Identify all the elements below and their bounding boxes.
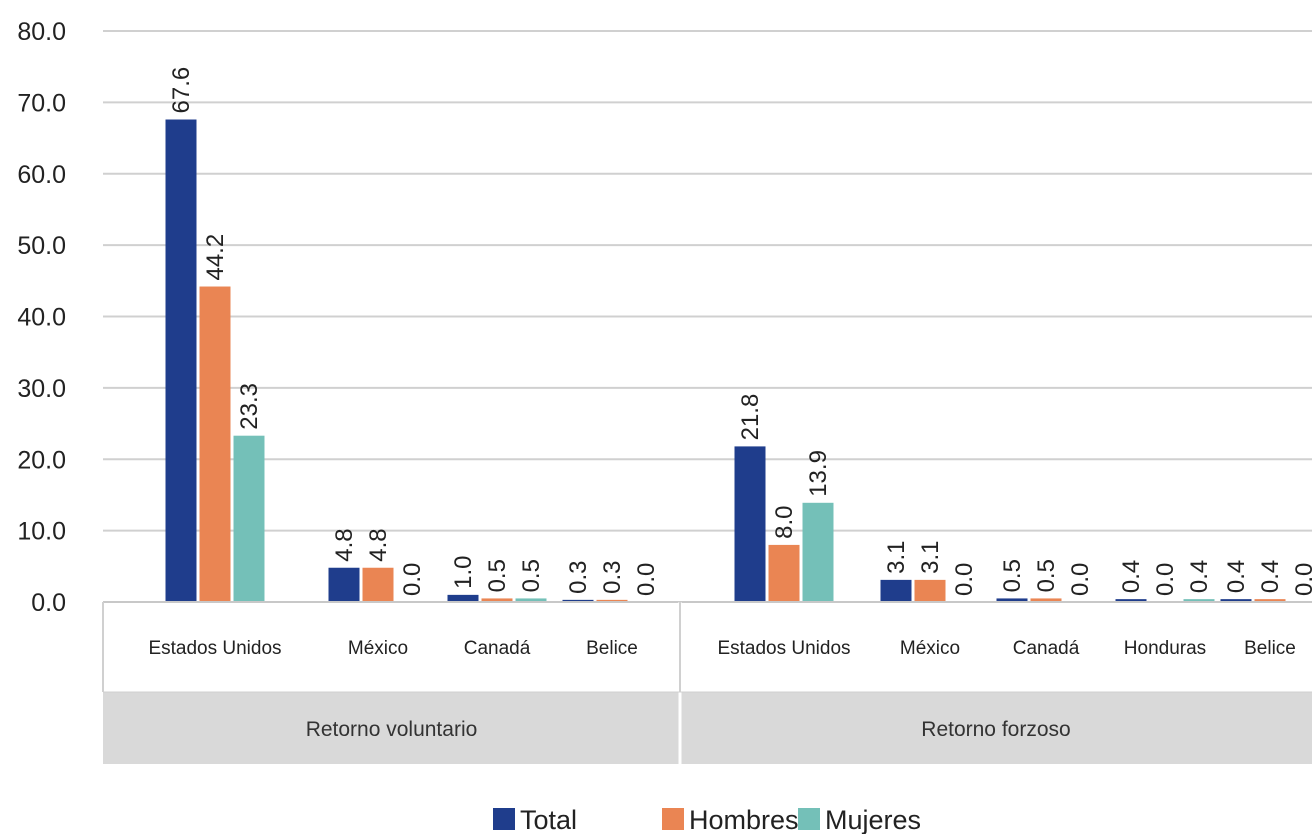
group-band xyxy=(103,692,1312,764)
category-label: México xyxy=(900,638,960,659)
category-label: Belice xyxy=(1244,638,1296,659)
group-label: Retorno voluntario xyxy=(306,718,478,741)
data-label: 0.0 xyxy=(1067,563,1094,596)
legend-swatch-total xyxy=(493,808,515,830)
data-label: 0.4 xyxy=(1186,560,1213,593)
category-label: Estados Unidos xyxy=(717,638,850,659)
y-tick-label: 80.0 xyxy=(17,18,66,46)
bar-mujeres xyxy=(802,502,834,602)
x-axis: Retorno voluntario Estados Unidos México Ca… xyxy=(102,601,1312,764)
bar-total xyxy=(996,598,1028,602)
data-label: 1.0 xyxy=(450,555,477,588)
data-label: 0.0 xyxy=(1152,563,1179,596)
bar-hombres xyxy=(481,598,513,602)
data-labels: 67.6 44.2 23.3 4.8 4.8 0.0 1.0 0.5 0.5 0.3 0.3 0.0 2… xyxy=(168,67,1312,596)
data-label: 0.4 xyxy=(1118,560,1145,593)
bar-hombres xyxy=(199,286,231,602)
bar-hombres xyxy=(1254,599,1286,602)
data-label: 4.8 xyxy=(331,528,358,561)
bar-total xyxy=(562,599,594,602)
category-label: Canadá xyxy=(464,638,531,659)
y-tick-label: 70.0 xyxy=(17,89,66,117)
data-label: 0.3 xyxy=(565,560,592,593)
y-axis: 0.0 10.0 20.0 30.0 40.0 50.0 60.0 70.0 80.0 xyxy=(17,18,66,617)
data-label: 44.2 xyxy=(202,234,229,281)
bar-hombres xyxy=(362,567,394,602)
data-label: 0.3 xyxy=(599,560,626,593)
y-tick-label: 50.0 xyxy=(17,232,66,260)
category-label: Canadá xyxy=(1013,638,1080,659)
data-label: 3.1 xyxy=(917,540,944,573)
legend-label-total: Total xyxy=(520,805,577,834)
y-tick-label: 30.0 xyxy=(17,375,66,403)
y-tick-label: 0.0 xyxy=(31,589,66,617)
bar-total xyxy=(328,567,360,602)
category-label: Belice xyxy=(586,638,638,659)
y-tick-label: 40.0 xyxy=(17,304,66,332)
data-label: 8.0 xyxy=(771,506,798,539)
legend: Total Hombres Mujeres xyxy=(493,805,921,835)
bar-total xyxy=(880,579,912,602)
bar-total xyxy=(447,594,479,602)
legend-label-hombres: Hombres xyxy=(689,805,799,834)
y-tick-label: 10.0 xyxy=(17,518,66,546)
data-label: 0.0 xyxy=(951,563,978,596)
data-label: 0.0 xyxy=(633,563,660,596)
bar-mujeres xyxy=(1183,599,1215,602)
category-label: Honduras xyxy=(1124,638,1206,659)
bar-hombres xyxy=(1030,598,1062,602)
category-label: México xyxy=(348,638,408,659)
category-label: Estados Unidos xyxy=(148,638,281,659)
bar-total xyxy=(165,119,197,602)
data-label: 3.1 xyxy=(883,540,910,573)
bar-total xyxy=(1115,599,1147,602)
data-label: 67.6 xyxy=(168,67,195,114)
data-label: 0.4 xyxy=(1223,560,1250,593)
data-label: 0.0 xyxy=(1291,563,1312,596)
data-label: 0.5 xyxy=(1033,559,1060,592)
data-label: 13.9 xyxy=(805,450,832,497)
data-label: 23.3 xyxy=(236,383,263,430)
y-tick-label: 60.0 xyxy=(17,161,66,189)
data-label: 0.5 xyxy=(999,559,1026,592)
data-label: 0.5 xyxy=(484,559,511,592)
data-label: 21.8 xyxy=(737,394,764,441)
data-label: 0.5 xyxy=(518,559,545,592)
legend-swatch-hombres xyxy=(662,808,684,830)
data-label: 4.8 xyxy=(365,528,392,561)
bars xyxy=(165,119,1286,602)
bar-hombres xyxy=(596,599,628,602)
gridlines xyxy=(103,30,1312,603)
data-label: 0.0 xyxy=(399,563,426,596)
data-label: 0.4 xyxy=(1257,560,1284,593)
legend-swatch-mujeres xyxy=(798,808,820,830)
bar-mujeres xyxy=(515,598,547,602)
y-tick-label: 20.0 xyxy=(17,446,66,474)
bar-mujeres xyxy=(233,435,265,602)
bar-hombres xyxy=(768,544,800,602)
group-label: Retorno forzoso xyxy=(921,718,1070,741)
bar-hombres xyxy=(914,579,946,602)
legend-label-mujeres: Mujeres xyxy=(825,805,921,834)
bar-total xyxy=(734,446,766,602)
bar-total xyxy=(1220,599,1252,602)
